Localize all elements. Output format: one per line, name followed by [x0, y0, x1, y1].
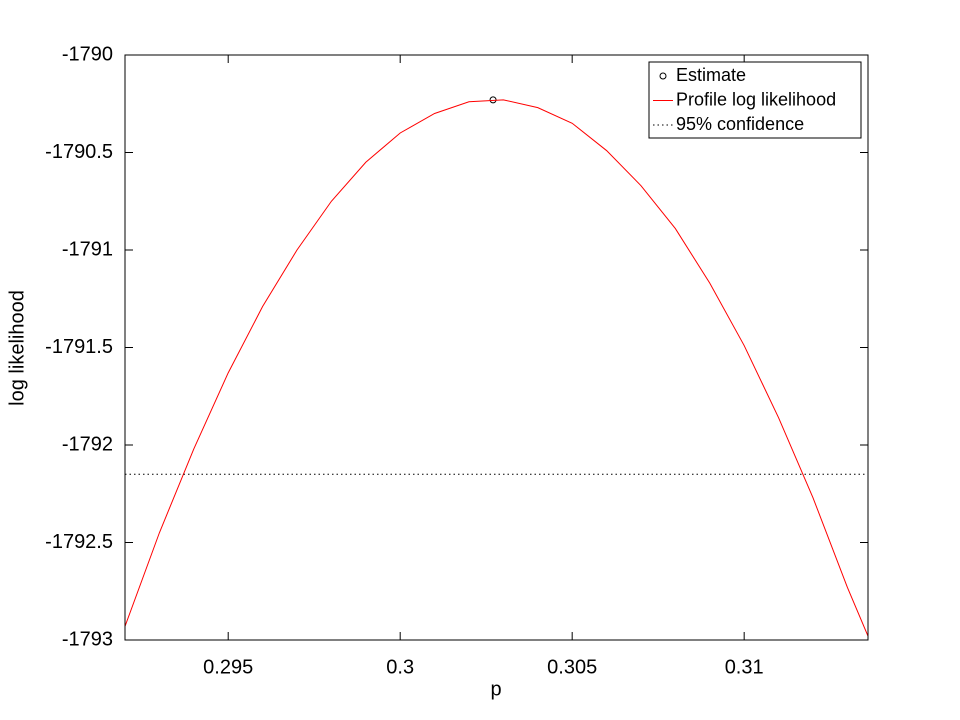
legend-label: 95% confidence	[676, 114, 804, 134]
y-tick-label: -1791.5	[45, 336, 113, 358]
legend-label: Profile log likelihood	[676, 89, 836, 109]
y-tick-label: -1793	[62, 628, 113, 650]
legend-marker	[659, 72, 667, 80]
y-tick-label: -1791	[62, 238, 113, 260]
legend-label: Estimate	[676, 65, 746, 85]
x-tick-label: 0.31	[725, 656, 764, 678]
x-tick-label: 0.305	[547, 656, 597, 678]
plot-frame	[124, 54, 869, 641]
y-tick-label: -1792.5	[45, 531, 113, 553]
y-tick-label: -1792	[62, 433, 113, 455]
y-tick-label: -1790	[62, 43, 113, 65]
series-line	[124, 99, 869, 637]
x-tick-label: 0.295	[203, 656, 253, 678]
legend-box	[648, 61, 862, 139]
x-tick-label: 0.3	[386, 656, 414, 678]
y-tick-label: -1790.5	[45, 141, 113, 163]
x-axis-label: p	[490, 678, 501, 700]
y-axis-label: log likelihood	[6, 290, 28, 406]
